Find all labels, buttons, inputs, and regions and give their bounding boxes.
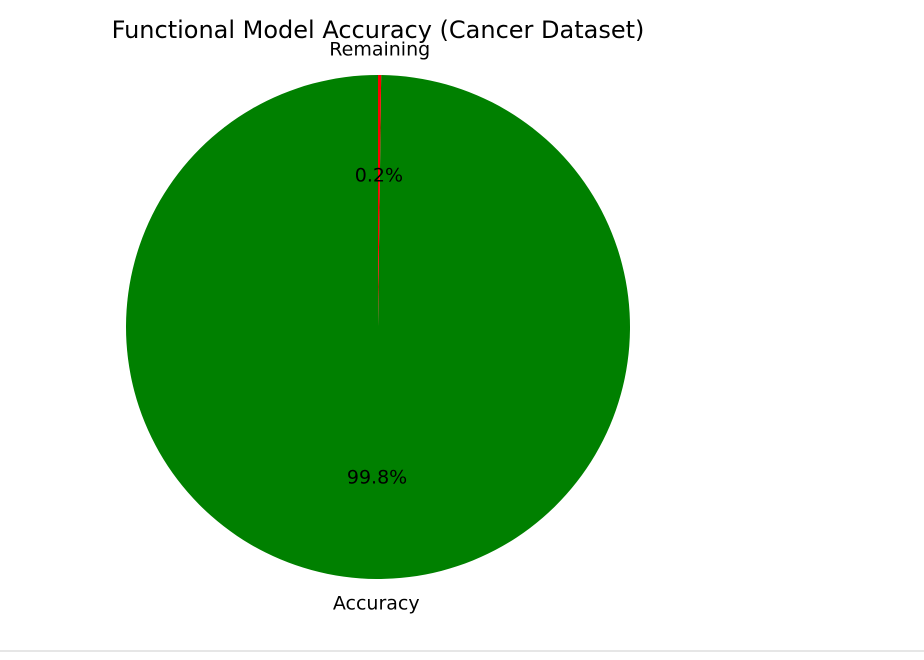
slice-pct-accuracy: 99.8% — [347, 467, 407, 489]
slice-label-accuracy: Accuracy — [333, 593, 420, 615]
bottom-divider — [0, 650, 924, 652]
chart-title: Functional Model Accuracy (Cancer Datase… — [112, 16, 645, 44]
slice-pct-remaining: 0.2% — [355, 164, 403, 186]
slice-label-remaining: Remaining — [329, 38, 430, 60]
pie-slices — [126, 75, 631, 579]
pie-labels: Accuracy 99.8% Remaining 0.2% — [329, 38, 430, 614]
pie-slice-accuracy — [126, 75, 631, 579]
pie-slice-remaining — [378, 75, 382, 327]
